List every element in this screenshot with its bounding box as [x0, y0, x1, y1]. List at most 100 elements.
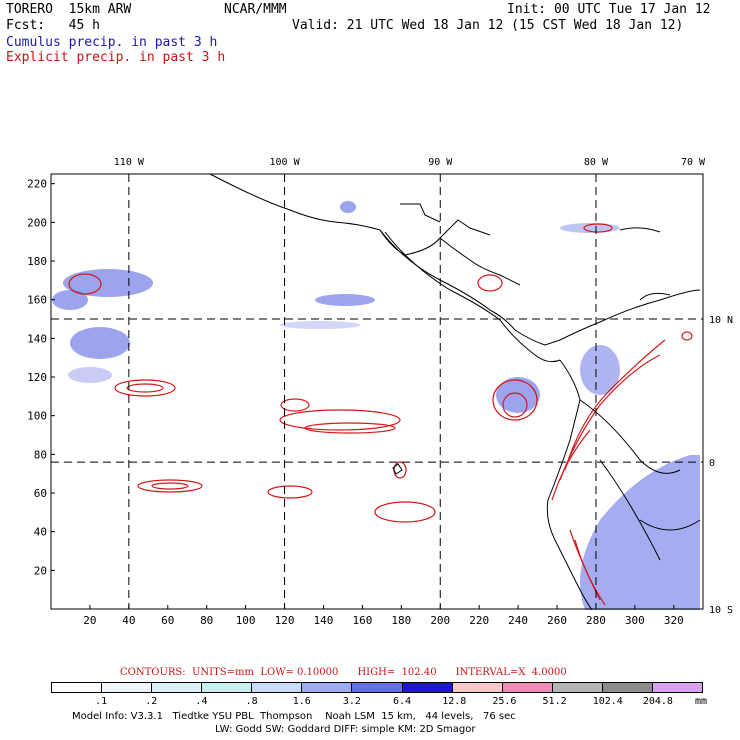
y-tick-label: 120 — [27, 371, 47, 384]
x-tick-label: 120 — [275, 614, 295, 627]
colorbar-label: 1.6 — [292, 696, 311, 707]
legend-explicit: Explicit precip. in past 3 h — [6, 50, 226, 65]
colorbar-label: 6.4 — [393, 696, 412, 707]
explicit-precip-layer — [68, 223, 693, 606]
coastlines — [209, 173, 701, 611]
explicit-contour — [151, 482, 189, 490]
galapagos — [392, 463, 403, 475]
lon-label: 90 W — [428, 157, 453, 168]
y-tick-label: 20 — [34, 564, 47, 577]
y-tick-label: 80 — [34, 448, 47, 461]
axis-ticks: 20 40 60 80 100 120 140 160 180 200 220 240 260 280 30… — [27, 157, 733, 627]
y-tick-label: 40 — [34, 526, 47, 539]
colorbar-swatch — [352, 683, 403, 692]
explicit-contour — [681, 331, 693, 341]
lat-label: 10 N — [709, 315, 733, 326]
x-tick-label: 60 — [161, 614, 174, 627]
colorbar-label: .1 — [95, 696, 108, 707]
colorbar-swatch — [252, 683, 303, 692]
y-tick-label: 200 — [27, 216, 47, 229]
colorbar-swatch — [502, 683, 553, 692]
x-tick-label: 240 — [508, 614, 528, 627]
precip-map: 20 40 60 80 100 120 140 160 180 200 220 240 260 280 30… — [27, 157, 733, 627]
island-caribbean — [619, 227, 671, 301]
x-tick-label: 220 — [469, 614, 489, 627]
y-tick-label: 160 — [27, 294, 47, 307]
cumulus-area — [70, 327, 130, 359]
x-tick-label: 140 — [314, 614, 334, 627]
colorbar-swatch — [202, 683, 253, 692]
colorbar-label: .8 — [245, 696, 258, 707]
coastline-central-america — [379, 229, 701, 346]
x-tick-label: 160 — [352, 614, 372, 627]
y-tick-label: 180 — [27, 255, 47, 268]
lat-lon-grid — [51, 174, 703, 609]
explicit-contour — [114, 379, 176, 397]
x-tick-label: 20 — [83, 614, 96, 627]
lat-label: 10 S — [709, 605, 733, 616]
explicit-contour — [280, 398, 310, 412]
colorbar-swatch — [452, 683, 503, 692]
cumulus-area — [280, 321, 360, 329]
lon-label: 110 W — [114, 157, 145, 168]
cumulus-area — [63, 269, 153, 297]
forecast-hour: Fcst: 45 h — [6, 18, 100, 33]
cumulus-area — [315, 294, 375, 306]
x-tick-label: 200 — [430, 614, 450, 627]
explicit-contour — [374, 501, 436, 523]
cumulus-area — [52, 290, 88, 310]
x-tick-label: 300 — [625, 614, 645, 627]
colorbar-swatch — [402, 683, 453, 692]
map-frame — [50, 173, 704, 610]
cumulus-precip-layer — [52, 201, 700, 610]
model-title: TORERO 15km ARW — [6, 2, 132, 17]
colorbar-label: 3.2 — [342, 696, 361, 707]
org-label: NCAR/MMM — [224, 2, 287, 17]
x-tick-label: 180 — [391, 614, 411, 627]
legend-cumulus: Cumulus precip. in past 3 h — [6, 35, 218, 50]
colorbar-swatch — [52, 683, 103, 692]
colorbar-label: .4 — [195, 696, 208, 707]
coastline-mexico — [209, 173, 491, 256]
colorbar-swatch — [552, 683, 603, 692]
cumulus-area — [496, 377, 540, 413]
explicit-contour — [304, 422, 396, 434]
explicit-contour — [126, 383, 164, 393]
y-tick-label: 60 — [34, 487, 47, 500]
colorbar-label: 12.8 — [442, 696, 467, 707]
lon-label: 100 W — [269, 157, 300, 168]
colorbar-label: 25.6 — [492, 696, 517, 707]
y-tick-label: 100 — [27, 410, 47, 423]
lon-label: 80 W — [584, 157, 609, 168]
contour-info: CONTOURS: UNITS=mm LOW= 0.10000 HIGH= 10… — [120, 667, 567, 678]
cumulus-area — [580, 455, 700, 610]
explicit-contour — [492, 379, 538, 421]
border-central-america — [400, 203, 521, 286]
x-tick-label: 280 — [586, 614, 606, 627]
explicit-contour — [477, 274, 503, 292]
explicit-contour — [502, 392, 528, 418]
colorbar-label: 51.2 — [542, 696, 567, 707]
lat-label: 0 — [709, 458, 715, 469]
explicit-contour — [137, 479, 203, 493]
explicit-contour — [279, 409, 401, 431]
y-tick-label: 140 — [27, 332, 47, 345]
cumulus-area — [68, 367, 112, 383]
valid-time: Valid: 21 UTC Wed 18 Jan 12 (15 CST Wed … — [292, 18, 684, 33]
x-tick-label: 40 — [122, 614, 135, 627]
colorbar-label: 102.4 — [592, 696, 623, 707]
coastline-central-america-pacific — [384, 231, 561, 363]
explicit-contour — [68, 273, 102, 295]
physics-info: LW: Godd SW: Goddard DIFF: simple KM: 2D… — [215, 724, 476, 735]
colorbar-swatch — [652, 683, 703, 692]
lon-label: 70 W — [681, 157, 706, 168]
cumulus-area — [580, 345, 620, 395]
model-info: Model Info: V3.3.1 Tiedtke YSU PBL Thomp… — [72, 711, 516, 722]
y-tick-label: 220 — [27, 178, 47, 191]
colorbar-swatch — [602, 683, 653, 692]
explicit-contour — [393, 461, 407, 479]
colorbar-units: mm — [695, 696, 708, 707]
colorbar — [51, 682, 703, 693]
init-time: Init: 00 UTC Tue 17 Jan 12 — [507, 2, 711, 17]
x-tick-label: 80 — [200, 614, 213, 627]
